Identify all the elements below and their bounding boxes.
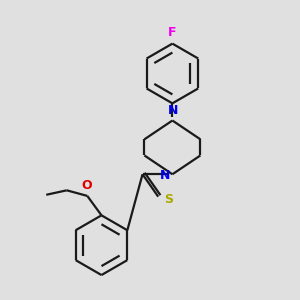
Text: F: F <box>168 26 177 39</box>
Text: N: N <box>160 169 170 182</box>
Text: S: S <box>165 193 174 206</box>
Text: N: N <box>168 104 178 117</box>
Text: O: O <box>81 179 92 192</box>
